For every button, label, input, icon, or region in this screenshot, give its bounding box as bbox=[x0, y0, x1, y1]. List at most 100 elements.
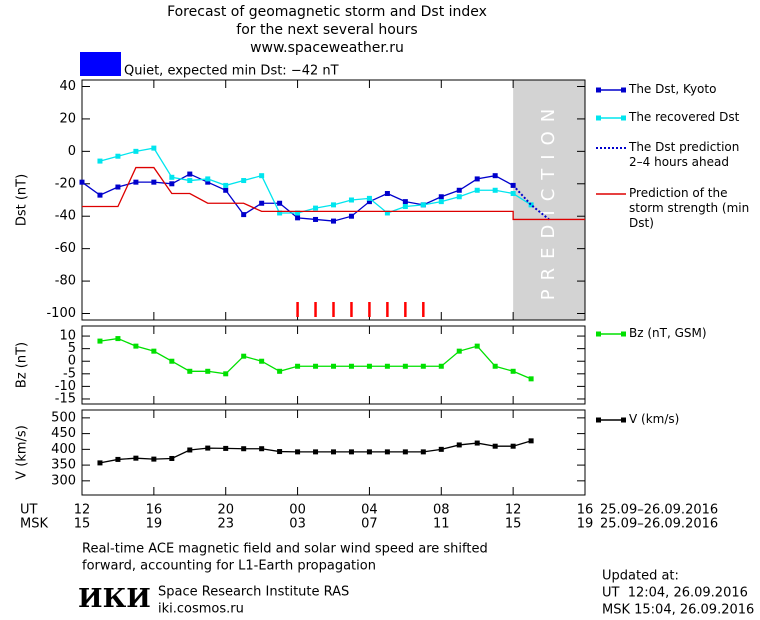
data-point bbox=[402, 203, 408, 209]
legend-marker bbox=[596, 115, 601, 121]
legend-label: V (km/s) bbox=[629, 412, 680, 426]
data-point bbox=[205, 176, 211, 182]
legend-label: The Dst prediction 2–4 hours ahead bbox=[629, 140, 740, 169]
updated-line: UT 12:04, 26.09.2016 bbox=[602, 586, 748, 601]
updated-line: MSK 15:04, 26.09.2016 bbox=[602, 603, 754, 618]
data-point bbox=[151, 456, 157, 462]
status-swatch bbox=[80, 52, 121, 76]
data-point bbox=[97, 338, 103, 344]
data-point bbox=[133, 179, 139, 185]
data-point bbox=[151, 145, 157, 151]
updated-line: Updated at: bbox=[602, 569, 679, 584]
data-point bbox=[259, 173, 265, 179]
data-point bbox=[402, 199, 408, 205]
data-point bbox=[402, 363, 408, 369]
msk-tick-label: 07 bbox=[361, 517, 378, 532]
data-point bbox=[115, 153, 121, 159]
data-point bbox=[492, 187, 498, 193]
data-point bbox=[366, 199, 372, 205]
data-point bbox=[528, 376, 534, 382]
data-point bbox=[187, 171, 193, 177]
y-tick-label: -10 bbox=[55, 379, 76, 394]
msk-label: MSK bbox=[20, 517, 48, 532]
data-point bbox=[313, 449, 319, 455]
data-point bbox=[169, 174, 175, 180]
data-point bbox=[151, 348, 157, 354]
y-tick-label: -60 bbox=[55, 241, 76, 256]
y-axis-label: V (km/s) bbox=[15, 425, 30, 480]
data-point bbox=[259, 358, 265, 364]
data-point bbox=[151, 179, 157, 185]
data-point bbox=[366, 195, 372, 201]
data-point bbox=[97, 158, 103, 164]
data-point bbox=[384, 363, 390, 369]
data-point bbox=[474, 187, 480, 193]
data-point bbox=[295, 363, 301, 369]
date-range: 25.09–26.09.2016 bbox=[600, 517, 718, 532]
msk-tick-label: 23 bbox=[217, 517, 234, 532]
y-axis-label: Dst (nT) bbox=[15, 174, 30, 226]
y-tick-label: -40 bbox=[55, 209, 76, 224]
legend-label: Prediction of the storm strength (min Ds… bbox=[629, 186, 750, 230]
data-point bbox=[259, 446, 265, 452]
data-point bbox=[169, 455, 175, 461]
data-point bbox=[313, 216, 319, 222]
data-point bbox=[492, 173, 498, 179]
data-point bbox=[241, 212, 247, 218]
series-line bbox=[512, 184, 550, 221]
data-point bbox=[259, 200, 265, 206]
data-point bbox=[420, 202, 426, 208]
y-axis-label: Bz (nT) bbox=[15, 342, 30, 388]
data-point bbox=[528, 438, 534, 444]
data-point bbox=[366, 449, 372, 455]
data-point bbox=[384, 210, 390, 216]
data-point bbox=[528, 202, 534, 208]
data-point bbox=[313, 205, 319, 211]
data-point bbox=[79, 179, 85, 185]
data-point bbox=[223, 187, 229, 193]
data-point bbox=[115, 456, 121, 462]
data-point bbox=[133, 148, 139, 154]
y-tick-label: 20 bbox=[59, 111, 76, 126]
title-line: Forecast of geomagnetic storm and Dst in… bbox=[167, 4, 487, 20]
msk-tick-label: 15 bbox=[505, 517, 522, 532]
data-point bbox=[223, 445, 229, 451]
data-point bbox=[456, 442, 462, 448]
legend-marker bbox=[621, 417, 626, 423]
data-point bbox=[492, 363, 498, 369]
data-point bbox=[295, 210, 301, 216]
data-point bbox=[277, 449, 283, 455]
data-point bbox=[510, 368, 516, 374]
data-point bbox=[133, 343, 139, 349]
data-point bbox=[205, 179, 211, 185]
y-tick-label: 5 bbox=[68, 341, 76, 356]
data-point bbox=[384, 191, 390, 197]
legend-marker bbox=[621, 331, 626, 337]
x-tick-label: 08 bbox=[433, 503, 450, 518]
logo: ИКИ bbox=[78, 584, 151, 614]
y-tick-label: 10 bbox=[59, 329, 76, 344]
data-point bbox=[348, 363, 354, 369]
data-point bbox=[223, 371, 229, 377]
data-point bbox=[97, 192, 103, 198]
title-line: for the next several hours bbox=[236, 22, 417, 38]
y-tick-label: -5 bbox=[63, 366, 76, 381]
y-tick-label: -15 bbox=[55, 391, 76, 406]
x-tick-label: 12 bbox=[505, 503, 522, 518]
note-line: forward, accounting for L1-Earth propaga… bbox=[82, 559, 376, 574]
y-tick-label: 40 bbox=[59, 79, 76, 94]
legend-label: The recovered Dst bbox=[629, 110, 740, 124]
y-tick-label: -20 bbox=[55, 176, 76, 191]
legend-marker bbox=[621, 115, 626, 121]
y-tick-label: 500 bbox=[51, 410, 76, 425]
data-point bbox=[169, 181, 175, 187]
y-tick-label: 400 bbox=[51, 442, 76, 457]
msk-tick-label: 19 bbox=[146, 517, 163, 532]
ut-label: UT bbox=[20, 503, 38, 518]
msk-tick-label: 11 bbox=[433, 517, 450, 532]
legend-label: Bz (nT, GSM) bbox=[629, 326, 707, 340]
data-point bbox=[438, 194, 444, 200]
y-tick-label: 0 bbox=[68, 144, 76, 159]
x-tick-label: 12 bbox=[74, 503, 91, 518]
